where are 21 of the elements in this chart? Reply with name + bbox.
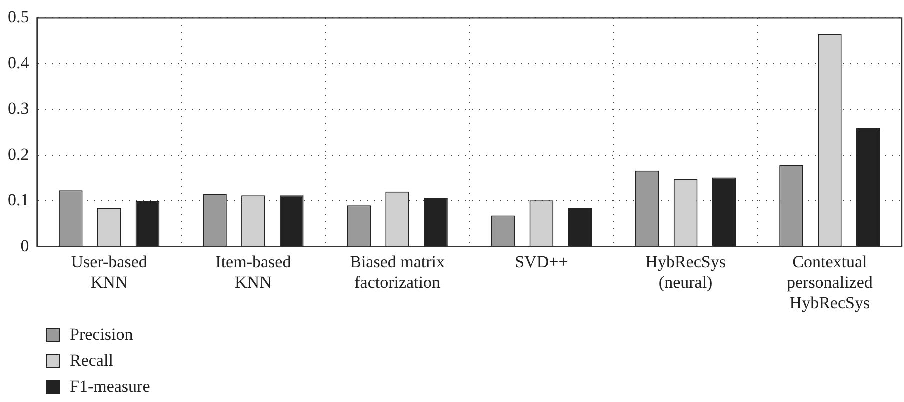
y-tick-label: 0.4 xyxy=(8,53,30,72)
y-tick-label: 0.3 xyxy=(8,99,30,118)
x-tick-label: SVD++ xyxy=(515,252,568,272)
y-tick-label: 0.2 xyxy=(8,144,30,164)
bar xyxy=(856,128,880,246)
x-tick-label: HybRecSys (neural) xyxy=(646,252,726,292)
bar xyxy=(280,196,304,246)
bar xyxy=(424,198,448,246)
y-tick-label: 0.1 xyxy=(8,190,30,210)
legend-label: F1-measure xyxy=(70,377,150,397)
bar xyxy=(136,202,160,246)
bar xyxy=(568,208,592,246)
x-tick-label: User-based KNN xyxy=(71,252,148,292)
bar xyxy=(712,178,736,246)
x-tick-label: Contextual personalized HybRecSys xyxy=(786,252,874,312)
y-tick-label: 0 xyxy=(20,236,30,256)
legend-label: Recall xyxy=(70,351,114,371)
y-tick-label: 0.5 xyxy=(8,8,30,27)
x-tick-label: Item-based KNN xyxy=(216,252,292,292)
x-tick-label: Biased matrix factorization xyxy=(350,252,446,292)
legend-label: Precision xyxy=(70,325,134,345)
